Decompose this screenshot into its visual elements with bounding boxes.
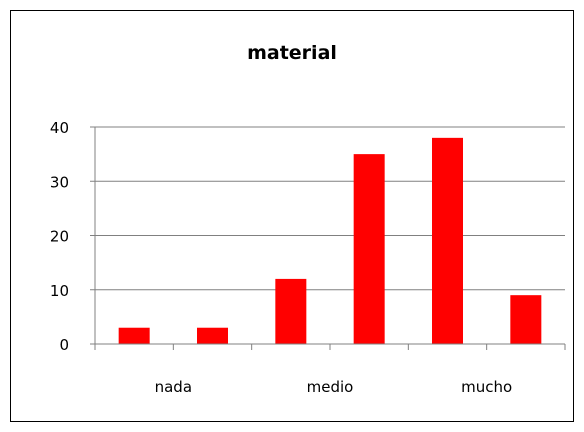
gridlines [95, 126, 565, 291]
x-tick-label: mucho [461, 378, 512, 396]
y-tick-label: 10 [50, 282, 69, 300]
y-tick-label: 40 [50, 119, 69, 137]
bar [275, 278, 307, 344]
y-tick-label: 20 [50, 228, 69, 246]
chart-title: material [247, 42, 337, 64]
y-tick-label: 30 [50, 173, 69, 191]
bar [510, 295, 542, 344]
x-tick-label: medio [307, 378, 354, 396]
x-tick-labels: nada medio mucho [155, 378, 513, 396]
y-tick-label: 0 [59, 336, 69, 354]
bar [118, 327, 150, 344]
bars [118, 137, 542, 344]
bar [353, 154, 385, 344]
x-tick-label: nada [155, 378, 192, 396]
chart-frame [10, 10, 574, 422]
y-tick-labels: 0 10 20 30 40 [50, 119, 69, 354]
axes [90, 126, 566, 350]
bar [197, 327, 228, 344]
bar [432, 137, 463, 344]
